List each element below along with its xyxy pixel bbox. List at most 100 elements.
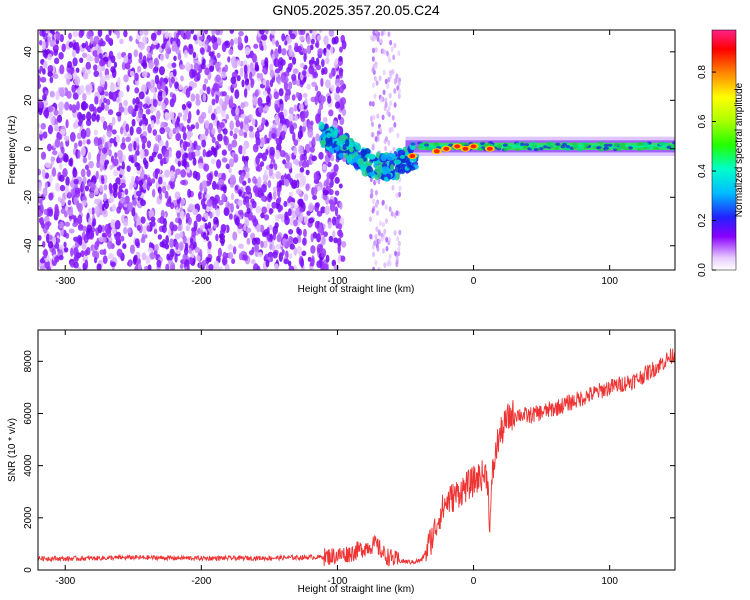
noise-speckle — [94, 205, 100, 215]
band-blob — [367, 171, 376, 177]
noise-speckle — [134, 104, 138, 112]
noise-speckle — [261, 67, 267, 73]
noise-speckle — [283, 108, 288, 118]
noise-speckle — [141, 135, 148, 144]
noise-speckle — [373, 75, 377, 82]
noise-speckle — [322, 189, 329, 196]
noise-speckle — [215, 208, 221, 217]
noise-speckle — [200, 198, 206, 207]
noise-speckle — [215, 83, 220, 92]
noise-speckle — [196, 213, 202, 222]
noise-speckle — [315, 64, 322, 71]
band-blob — [368, 154, 376, 159]
noise-speckle — [47, 241, 54, 249]
noise-speckle — [156, 110, 161, 120]
noise-speckle — [265, 149, 269, 156]
noise-speckle — [373, 240, 377, 246]
noise-speckle — [395, 255, 399, 261]
noise-speckle — [38, 122, 41, 130]
noise-speckle — [295, 188, 302, 195]
noise-speckle — [292, 237, 299, 245]
noise-speckle — [172, 93, 177, 104]
noise-speckle — [38, 217, 43, 224]
noise-speckle — [142, 124, 147, 130]
noise-speckle — [251, 53, 257, 63]
noise-speckle — [227, 243, 233, 251]
noise-speckle — [157, 153, 163, 160]
noise-speckle — [280, 130, 286, 137]
noise-speckle — [96, 263, 102, 270]
noise-speckle — [41, 221, 45, 229]
noise-speckle — [133, 153, 138, 164]
noise-speckle — [109, 165, 113, 171]
noise-speckle — [314, 220, 320, 229]
noise-speckle — [388, 206, 392, 213]
noise-speckle — [118, 90, 124, 98]
noise-speckle — [264, 57, 269, 67]
noise-speckle — [177, 30, 181, 36]
snr-x-tick-label: 0 — [471, 576, 477, 587]
noise-speckle — [216, 52, 221, 59]
noise-speckle — [386, 83, 390, 89]
noise-speckle — [371, 143, 375, 149]
noise-speckle — [182, 132, 187, 141]
noise-speckle — [334, 58, 339, 65]
noise-speckle — [248, 125, 254, 132]
snr-x-tick-label: -100 — [327, 576, 347, 587]
band-blob — [555, 142, 561, 146]
band-blob — [658, 142, 664, 146]
noise-speckle — [58, 87, 65, 97]
noise-speckle — [387, 31, 391, 37]
noise-speckle — [316, 243, 323, 254]
colorbar-tick-label: 0.2 — [697, 213, 708, 227]
noise-speckle — [184, 49, 188, 59]
snr-y-tick-label: 0 — [23, 567, 34, 573]
noise-speckle — [377, 178, 381, 185]
noise-speckle — [174, 253, 178, 263]
noise-speckle — [331, 216, 337, 226]
noise-speckle — [245, 200, 250, 209]
noise-speckle — [225, 113, 230, 120]
noise-speckle — [373, 93, 377, 100]
noise-speckle — [81, 52, 88, 58]
noise-speckle — [341, 240, 347, 248]
noise-speckle — [85, 84, 91, 92]
noise-speckle — [288, 106, 294, 115]
noise-speckle — [227, 251, 234, 260]
noise-speckle — [102, 120, 108, 131]
noise-speckle — [318, 151, 324, 160]
noise-speckle — [142, 61, 148, 69]
noise-speckle — [126, 165, 131, 172]
noise-speckle — [259, 224, 265, 233]
band-blob — [349, 146, 354, 153]
noise-speckle — [172, 69, 177, 77]
noise-speckle — [207, 240, 212, 250]
noise-speckle — [58, 51, 64, 60]
noise-speckle — [107, 37, 114, 45]
noise-speckle — [302, 237, 307, 246]
noise-speckle — [186, 263, 190, 270]
noise-speckle — [262, 79, 267, 86]
noise-speckle — [103, 193, 107, 202]
noise-speckle — [385, 245, 389, 252]
noise-speckle — [131, 118, 136, 127]
noise-speckle — [98, 59, 105, 67]
noise-speckle — [137, 65, 142, 73]
noise-speckle — [385, 218, 389, 224]
noise-speckle — [287, 81, 293, 90]
noise-speckle — [85, 127, 91, 138]
noise-speckle — [258, 105, 264, 114]
noise-speckle — [320, 77, 324, 87]
noise-speckle — [181, 126, 187, 133]
noise-speckle — [215, 183, 220, 190]
noise-speckle — [129, 70, 135, 77]
noise-speckle — [374, 190, 378, 196]
noise-speckle — [55, 31, 61, 41]
noise-speckle — [337, 223, 343, 230]
noise-speckle — [204, 121, 210, 129]
noise-speckle — [283, 178, 290, 187]
noise-speckle — [112, 182, 118, 191]
noise-speckle — [123, 99, 129, 107]
noise-speckle — [228, 167, 232, 174]
